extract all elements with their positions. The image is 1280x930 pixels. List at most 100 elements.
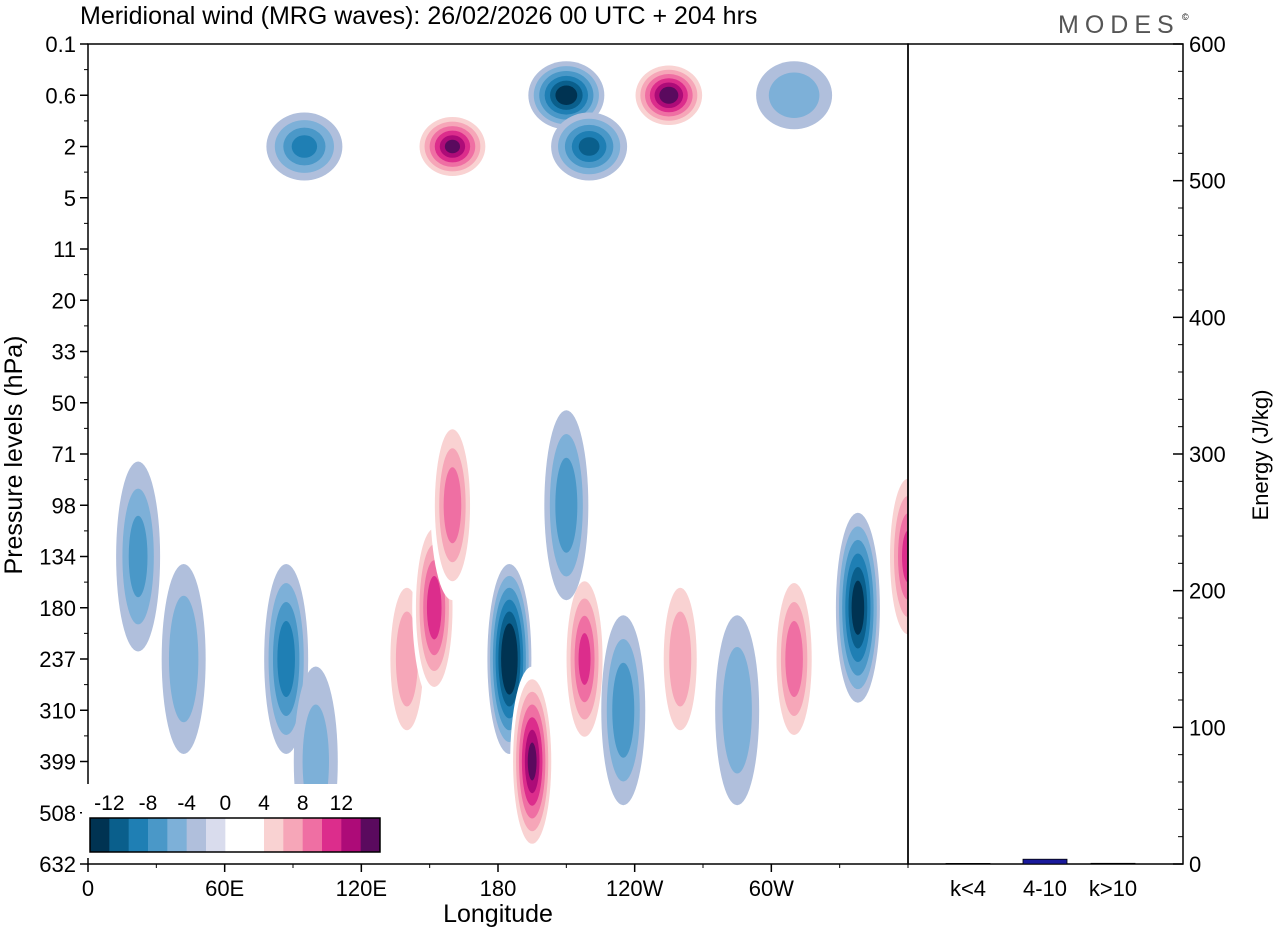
y-tick-label: 134 bbox=[39, 545, 76, 570]
wind-anomaly-blob bbox=[264, 564, 309, 754]
wind-anomaly-blob bbox=[772, 564, 817, 754]
energy-tick-label: 400 bbox=[1189, 305, 1226, 330]
wind-anomaly-blob bbox=[510, 666, 555, 857]
colorbar-label: 8 bbox=[297, 792, 309, 815]
contour-band bbox=[128, 515, 148, 598]
contour-band bbox=[555, 85, 578, 105]
chart-title: Meridional wind (MRG waves): 26/02/2026 … bbox=[80, 2, 757, 30]
contour-band bbox=[444, 139, 461, 154]
wind-anomaly-blob bbox=[412, 512, 457, 703]
wind-anomaly-blob bbox=[551, 112, 628, 181]
contour-band bbox=[851, 580, 865, 635]
wind-anomaly-blob bbox=[835, 512, 880, 703]
y-tick-label: 33 bbox=[52, 340, 76, 365]
wind-anomaly-blob bbox=[658, 564, 703, 754]
energy-tick-label: 300 bbox=[1189, 442, 1226, 467]
energy-tick-label: 100 bbox=[1189, 715, 1226, 740]
colorbar: -12 -8 -4 0 4 8 12 bbox=[82, 784, 388, 858]
wind-field bbox=[116, 61, 908, 857]
wind-anomaly-blob bbox=[601, 615, 646, 806]
colorbar-swatch bbox=[302, 818, 323, 852]
contour-band bbox=[395, 611, 418, 707]
energy-tick-label: 200 bbox=[1189, 579, 1226, 604]
pressure-axis: 0.1 0.6 2 5 11 20 33 50 71 98 134 180 237 310 399 508 63… bbox=[39, 32, 88, 877]
x-tick-label: 0 bbox=[82, 876, 94, 901]
y-tick-label: 20 bbox=[52, 288, 76, 313]
contour-band bbox=[503, 635, 515, 683]
colorbar-label: -4 bbox=[177, 792, 196, 815]
wind-anomaly-blob bbox=[756, 61, 833, 130]
y-tick-label: 310 bbox=[39, 698, 76, 723]
energy-tick-label: 600 bbox=[1189, 32, 1226, 57]
colorbar-label: -12 bbox=[94, 792, 124, 815]
wind-anomaly-blob bbox=[630, 61, 707, 130]
contour-band bbox=[443, 467, 462, 544]
colorbar-label: 4 bbox=[258, 792, 270, 815]
y-tick-label: 0.6 bbox=[45, 83, 76, 108]
contour-band bbox=[527, 742, 537, 781]
longitude-axis: 0 60E 120E 180 120W 60W bbox=[82, 864, 909, 901]
x-tick-label: 120E bbox=[336, 876, 387, 901]
wind-anomaly-blob bbox=[544, 410, 589, 601]
y-tick-label: 98 bbox=[52, 493, 76, 518]
contour-band bbox=[555, 457, 578, 553]
x-axis-label: Longitude bbox=[443, 900, 553, 928]
contour-band bbox=[659, 86, 679, 104]
y-tick-label: 508 bbox=[39, 801, 76, 826]
y-tick-label: 71 bbox=[52, 442, 76, 467]
wind-anomaly-blob bbox=[886, 461, 908, 652]
colorbar-swatch bbox=[206, 818, 226, 852]
contour-band bbox=[578, 137, 600, 156]
energy-frame bbox=[907, 43, 1184, 865]
contour-band bbox=[902, 530, 908, 583]
modes-logo: MODES bbox=[1058, 11, 1180, 39]
wind-anomaly-blob bbox=[715, 615, 760, 806]
x-tick-label: 180 bbox=[480, 876, 517, 901]
x-tick-label: 60W bbox=[749, 876, 794, 901]
wind-anomaly-blob bbox=[116, 461, 161, 652]
energy-bar bbox=[1022, 858, 1068, 865]
wind-anomaly-blob bbox=[528, 61, 605, 130]
energy-axis-label: Energy (J/kg) bbox=[1248, 390, 1273, 521]
colorbar-label: 12 bbox=[330, 792, 353, 815]
wind-anomaly-blob bbox=[487, 564, 532, 754]
colorbar-label: 0 bbox=[219, 792, 231, 815]
energy-bar bbox=[945, 863, 991, 865]
wind-anomaly-blob bbox=[414, 112, 491, 181]
y-tick-label: 0.1 bbox=[45, 32, 76, 57]
energy-category-label: 4-10 bbox=[1023, 876, 1067, 901]
x-tick-label: 60E bbox=[205, 876, 244, 901]
contour-band bbox=[722, 646, 752, 774]
x-tick-label: 120W bbox=[606, 876, 664, 901]
energy-bar bbox=[1090, 862, 1136, 865]
colorbar-swatch bbox=[225, 818, 246, 852]
colorbar-swatch bbox=[283, 818, 304, 852]
contour-band bbox=[168, 595, 199, 723]
contour-band bbox=[612, 662, 635, 758]
contour-band bbox=[578, 633, 591, 685]
y-axis-label: Pressure levels (hPa) bbox=[0, 336, 28, 575]
logo-mark: © bbox=[1182, 12, 1189, 22]
energy-tick-label: 0 bbox=[1189, 852, 1201, 877]
colorbar-swatch bbox=[109, 818, 130, 852]
wind-anomaly-blob bbox=[161, 564, 206, 754]
y-tick-label: 11 bbox=[53, 237, 76, 262]
contour-band bbox=[669, 611, 692, 707]
contour-band bbox=[785, 621, 803, 697]
colorbar-swatch bbox=[341, 818, 362, 852]
wind-anomaly-blob bbox=[266, 112, 343, 181]
colorbar-swatch bbox=[186, 818, 207, 852]
colorbar-swatch bbox=[128, 818, 149, 852]
wind-anomaly-blob bbox=[430, 410, 475, 601]
colorbar-swatch bbox=[244, 818, 265, 852]
y-tick-label: 5 bbox=[64, 186, 76, 211]
y-tick-label: 180 bbox=[39, 596, 76, 621]
colorbar-swatch bbox=[167, 818, 188, 852]
y-tick-label: 50 bbox=[52, 391, 76, 416]
colorbar-swatch bbox=[264, 818, 284, 852]
y-tick-label: 2 bbox=[64, 135, 76, 160]
y-tick-label: 399 bbox=[39, 750, 76, 775]
contour-band bbox=[277, 621, 295, 697]
wind-anomaly-blob bbox=[562, 564, 607, 754]
